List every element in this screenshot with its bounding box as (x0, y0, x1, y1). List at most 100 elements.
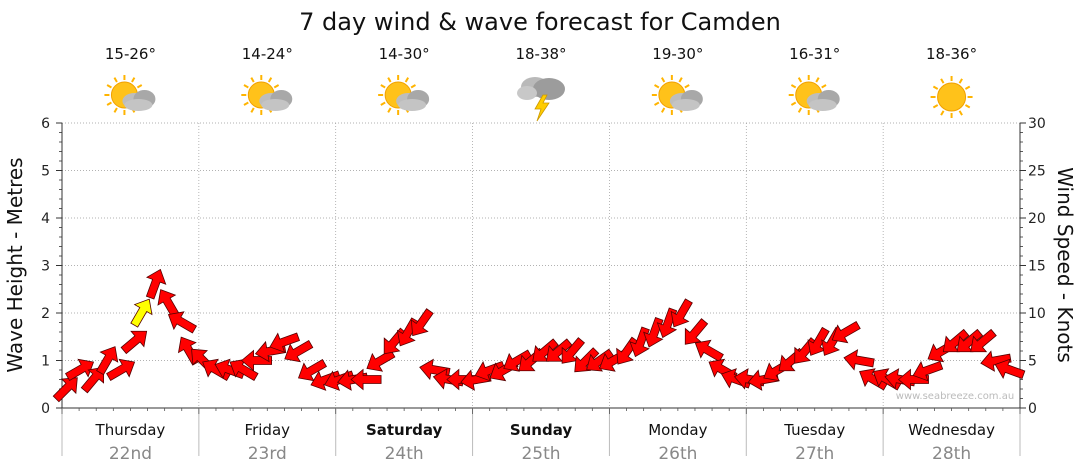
partly-cloudy-icon (651, 75, 703, 115)
wind-arrow-shape (843, 349, 875, 371)
wind-arrow (65, 358, 95, 382)
wind-arrow (684, 318, 709, 345)
wind-arrow-shape (96, 346, 119, 376)
sun-ray (684, 84, 690, 89)
day-name: Monday (648, 421, 707, 439)
left-tick-label: 4 (41, 211, 50, 227)
cloud-shape (398, 99, 427, 111)
day-name: Friday (245, 421, 291, 439)
left-tick-label: 5 (41, 164, 50, 180)
day-date: 24th (385, 444, 424, 464)
sun-ray (654, 101, 660, 106)
wind-arrow (350, 368, 382, 391)
wind-arrow-shape (269, 332, 301, 353)
wind-arrow (912, 360, 944, 382)
day-name: Tuesday (783, 421, 845, 439)
day-labels: Thursday 22nd Friday 23rd Saturday 24th Sunday… (95, 421, 996, 464)
partly-cloudy-icon (788, 75, 840, 115)
sun-ray (380, 101, 386, 106)
right-tick-label: 20 (1028, 211, 1046, 227)
sun-ray (136, 84, 143, 89)
wind-arrow-shape (366, 349, 396, 372)
thunderstorm-icon (517, 77, 565, 122)
wind-arrow (284, 339, 314, 363)
sun-ray (958, 110, 963, 116)
right-tick-label: 25 (1028, 164, 1046, 180)
wind-arrow (240, 349, 273, 372)
sun-ray (940, 78, 945, 84)
wind-arrow-shape (410, 308, 434, 337)
right-tick-label: 15 (1028, 259, 1046, 275)
temperature-range: 14-30° (379, 45, 430, 63)
wind-arrow (831, 320, 861, 344)
cloud-shape (671, 99, 700, 111)
sun-ray (250, 77, 255, 83)
sun-ray (790, 101, 797, 106)
left-axis-ticks: 0 1 2 3 4 5 6 (41, 116, 62, 417)
day-date: 23rd (248, 444, 287, 464)
wind-arrow (843, 349, 875, 371)
wind-arrow-shape (897, 368, 929, 391)
wind-arrow (859, 368, 889, 391)
sun-ray (106, 101, 112, 106)
wind-arrow (269, 332, 301, 353)
sun-ray (113, 77, 118, 83)
sun-ray (273, 84, 280, 89)
wind-arrows (52, 268, 1026, 403)
wind-arrow-shape (284, 339, 314, 363)
wind-arrow (545, 338, 573, 362)
sun-ray (790, 84, 797, 89)
sun-ray (131, 77, 136, 83)
temperature-range: 16-31° (789, 45, 840, 63)
cloud-shape (808, 99, 837, 111)
sun-ray (410, 84, 416, 89)
wind-arrow-shape (694, 339, 724, 363)
sun-ray (932, 104, 939, 109)
temperature-range: 15-26° (105, 45, 156, 63)
wind-arrow-shape (980, 350, 1012, 372)
wind-arrow-shape (167, 311, 197, 334)
wind-arrow-shape (52, 377, 78, 403)
sun-ray (797, 107, 803, 113)
temperature-range: 18-36° (926, 45, 977, 63)
wind-arrow (167, 311, 197, 334)
right-axis-ticks: 0 5 10 15 20 25 30 (1020, 116, 1046, 417)
wind-arrow (503, 349, 533, 372)
sunny-icon (930, 76, 973, 118)
wind-arrow (970, 328, 997, 353)
sun-ray (387, 77, 392, 83)
sun-ray (267, 77, 273, 83)
wind-arrow (297, 358, 328, 382)
left-axis-label: Wave Height - Metres (3, 157, 27, 372)
day-name: Thursday (95, 421, 166, 439)
wind-arrow-shape (503, 349, 533, 372)
right-tick-label: 0 (1028, 401, 1037, 417)
wind-arrow-shape (670, 298, 693, 328)
sun-ray (797, 77, 803, 83)
cloud-shape (533, 78, 565, 100)
partly-cloudy-icon (104, 75, 156, 115)
sun-ray (932, 85, 939, 90)
wind-arrow-shape (545, 338, 573, 362)
weather-icons (104, 75, 973, 122)
right-tick-label: 30 (1028, 116, 1046, 132)
wind-arrow-shape (859, 368, 889, 391)
day-date: 26th (658, 444, 697, 464)
wind-arrow (994, 358, 1026, 380)
wind-arrow-shape (145, 268, 167, 300)
wind-arrow (410, 308, 434, 337)
day-date: 25th (521, 444, 560, 464)
day-date: 28th (932, 444, 971, 464)
left-tick-label: 3 (41, 259, 50, 275)
wind-arrow-shape (80, 366, 105, 394)
sun-ray (113, 107, 118, 113)
sun-disc (937, 82, 967, 112)
wind-arrow (694, 339, 724, 363)
wind-arrow (96, 346, 119, 376)
chart-title: 7 day wind & wave forecast for Camden (299, 8, 781, 36)
day-date: 27th (795, 444, 834, 464)
wind-arrow (130, 298, 153, 328)
wind-arrow-shape (120, 330, 148, 355)
wind-arrow-shape (130, 298, 153, 328)
wind-arrow (106, 358, 136, 382)
